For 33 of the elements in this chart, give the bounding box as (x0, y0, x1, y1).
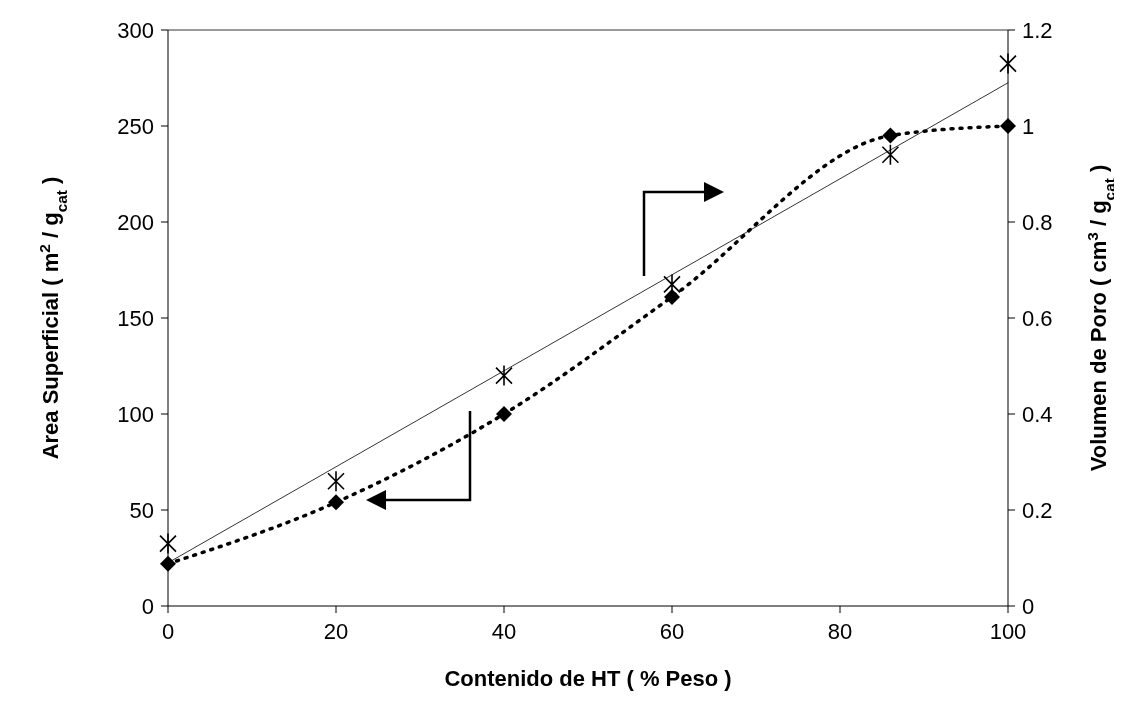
point (663, 273, 681, 296)
y-tick-label: 50 (129, 498, 154, 523)
y-tick-label: 100 (117, 402, 154, 427)
x-tick-label: 60 (659, 619, 685, 644)
x-axis-title: Contenido de HT ( % Peso ) (444, 666, 732, 691)
y2-tick-label: 0 (1022, 594, 1035, 619)
point (664, 288, 680, 305)
x-tick-label: 100 (989, 619, 1027, 644)
point (495, 364, 513, 387)
x-tick-label: 0 (161, 619, 175, 644)
x-tick-label: 80 (827, 619, 853, 644)
point (496, 406, 512, 422)
point (1000, 118, 1016, 134)
y2-tick-label: 1 (1022, 114, 1035, 139)
x-tick-label: 20 (323, 619, 349, 644)
y-tick-label: 150 (117, 306, 154, 331)
x-tick-label: 40 (491, 619, 517, 644)
y2-tick-label: 0.2 (1022, 498, 1053, 523)
point (160, 555, 176, 572)
y2-tick-label: 0.8 (1022, 210, 1053, 235)
y-tick-label: 0 (141, 594, 154, 619)
point (999, 52, 1017, 75)
point (327, 470, 345, 492)
y2-tick-label: 0.6 (1022, 306, 1053, 331)
y2-tick-label: 1.2 (1022, 18, 1053, 43)
y-tick-label: 300 (117, 18, 154, 43)
y-tick-label: 250 (117, 114, 154, 139)
point (159, 532, 177, 555)
point (881, 144, 900, 166)
point (328, 494, 344, 511)
point (882, 127, 899, 144)
y-tick-label: 200 (117, 210, 154, 235)
y2-tick-label: 0.4 (1022, 402, 1053, 427)
